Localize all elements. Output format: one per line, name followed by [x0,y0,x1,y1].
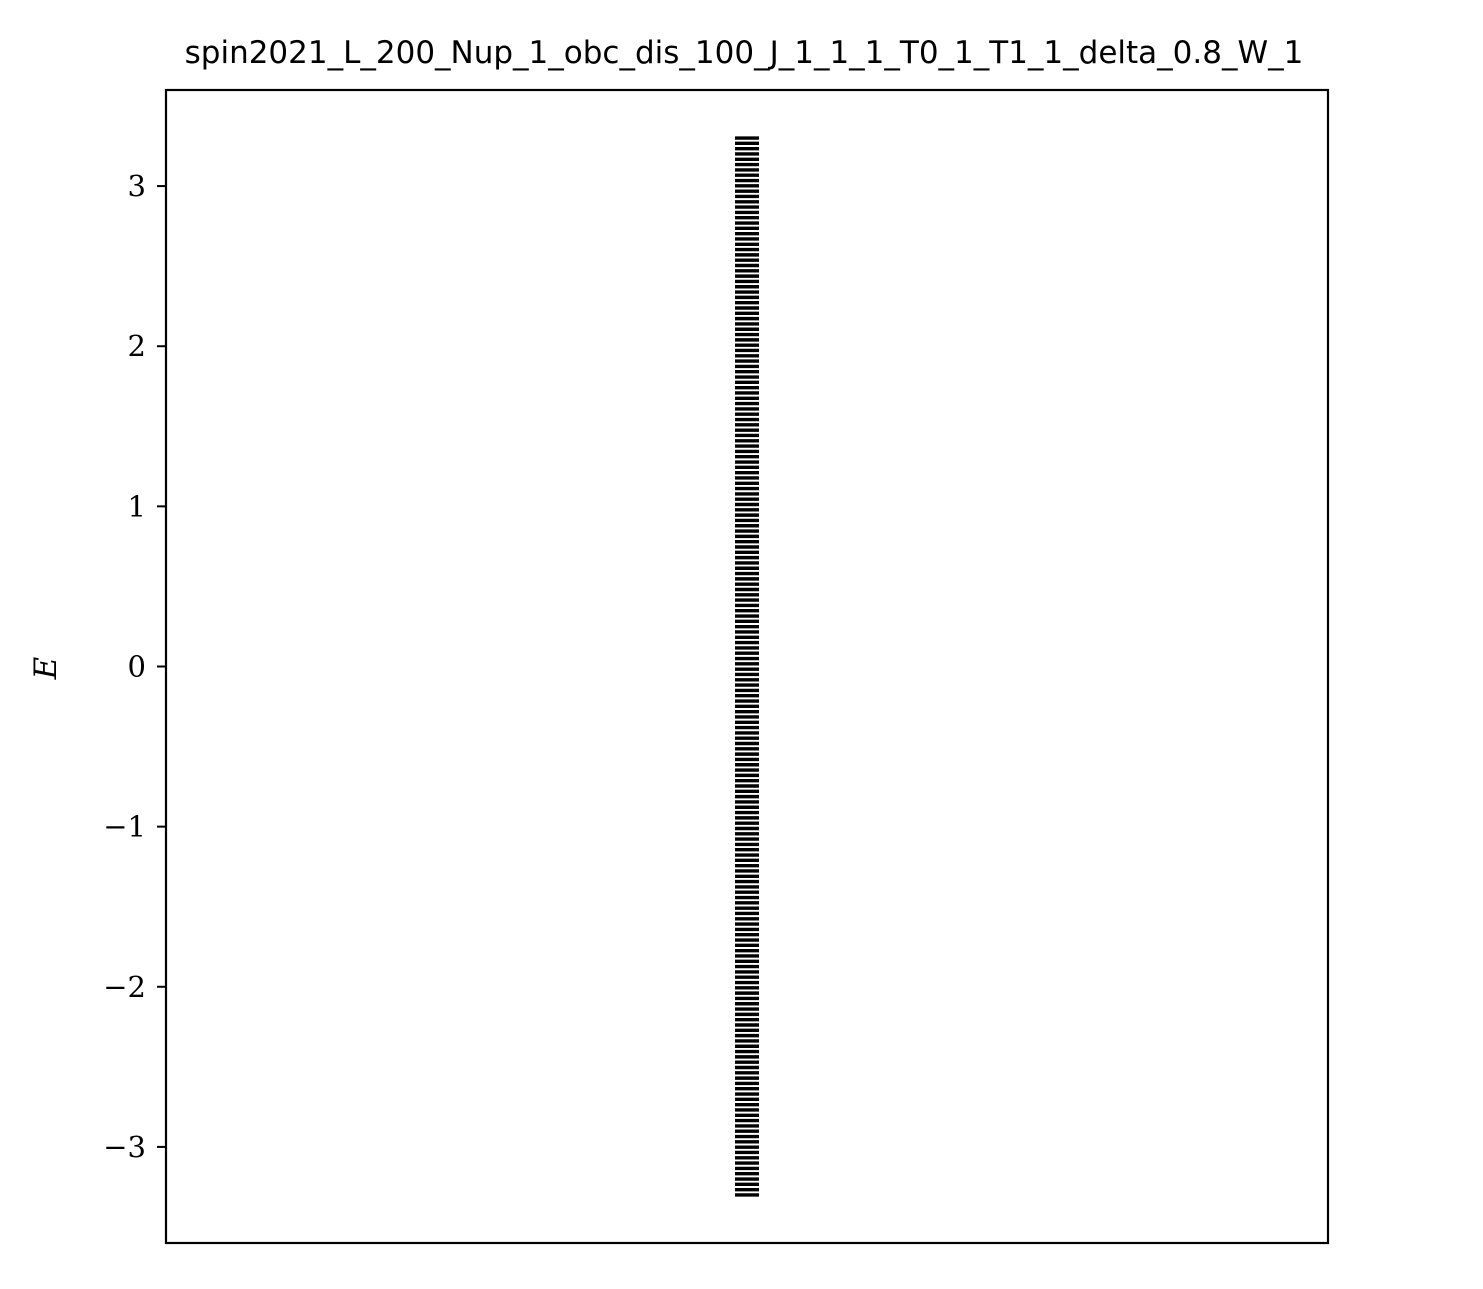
y-axis-ticks: 3 2 1 0 −1 −2 −3 [103,169,166,1164]
y-tick-label: 2 [128,329,146,363]
y-tick-label: −3 [103,1130,146,1164]
y-tick-label: 3 [128,169,146,203]
y-tick-label: 0 [128,650,146,684]
axes-frame [164,88,1330,1245]
y-tick-label: −1 [103,810,146,844]
y-tick-label: −2 [103,970,146,1004]
chart-title: spin2021_L_200_Nup_1_obc_dis_100_J_1_1_1… [185,35,1304,71]
energy-levels [735,136,759,1197]
y-axis-label: E [28,656,64,680]
y-tick-label: 1 [128,489,146,523]
